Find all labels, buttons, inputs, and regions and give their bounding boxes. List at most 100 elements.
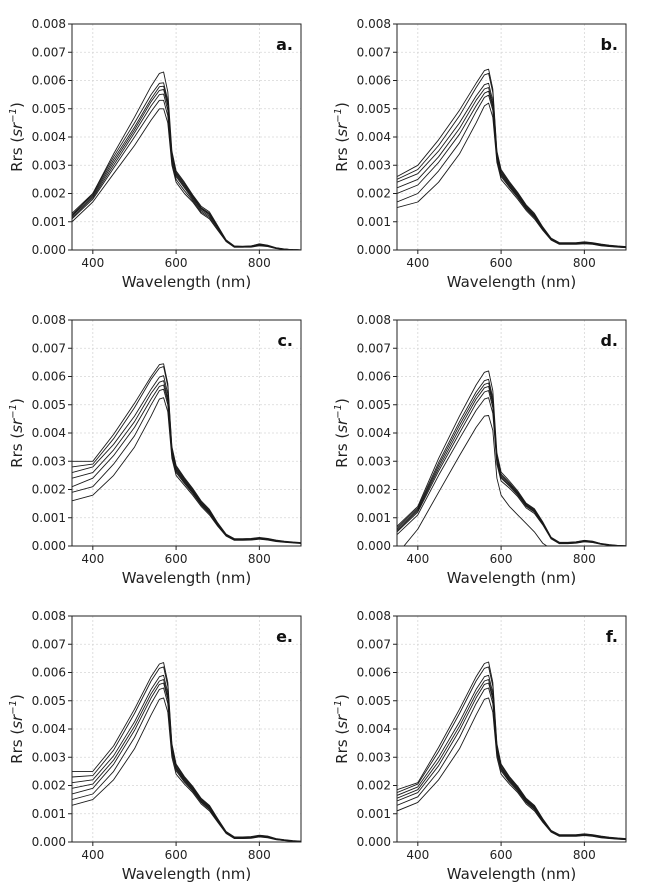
y-axis-title-exponent: −1 [333,700,344,715]
y-tick-label: 0.006 [357,74,391,88]
plot-frame [396,615,627,843]
y-axis-title-main: Rrs [333,443,351,468]
y-axis-title-paren-close: ) [333,694,351,700]
series-line-1 [397,697,626,841]
y-tick-label: 0.001 [357,807,391,821]
y-axis-title-paren-open: ( [333,729,351,740]
chart-b-svg: 0.000 0.001 0.002 0.003 0.004 0.005 0.006 0.007… [333,17,627,291]
chart-panel-e: 0.000 0.001 0.002 0.003 0.004 0.005 0.006 0.007… [0,592,325,888]
chart-panel-c: 0.000 0.001 0.002 0.003 0.004 0.005 0.006 0.007… [0,296,325,592]
y-axis-title-unit: sr [333,714,351,729]
y-tick-label: 0.007 [32,45,66,59]
grid [72,319,301,547]
y-axis-title-main: Rrs [333,147,351,172]
y-axis-title-unit: sr [333,122,351,137]
grid [397,615,626,843]
y-axis-title: Rrs (sr−1) [333,398,351,468]
y-axis-title-paren-close: ) [8,102,26,108]
series-line-7 [72,662,301,842]
y-axis-title: Rrs (sr−1) [333,694,351,764]
y-tick-label: 0.001 [32,215,66,229]
x-tick-label: 800 [573,848,596,862]
plot-frame [71,319,302,547]
plot-frame [71,23,302,251]
chart-c-svg: 0.000 0.001 0.002 0.003 0.004 0.005 0.006 0.007… [8,313,302,587]
y-tick-label: 0.004 [32,130,66,144]
y-axis-title-paren-open: ( [333,433,351,444]
y-tick-label: 0.008 [357,609,391,623]
chart-f-svg: 0.000 0.001 0.002 0.003 0.004 0.005 0.006 0.007… [333,609,627,883]
y-tick-label: 0.008 [32,313,66,327]
series-line-5 [72,375,301,544]
x-tick-label: 400 [81,552,104,566]
y-tick-label: 0.005 [357,398,391,412]
series-line-4 [397,385,626,546]
x-tick-label: 600 [165,552,188,566]
y-axis-title: Rrs (sr−1) [8,398,26,468]
y-tick-label: 0.002 [32,187,66,201]
series-line-5 [397,382,626,546]
series-line-3 [397,390,626,546]
y-tick-label: 0.000 [32,243,66,257]
chart-e-svg: 0.000 0.001 0.002 0.003 0.004 0.005 0.006 0.007… [8,609,302,883]
y-tick-label: 0.007 [32,341,66,355]
x-tick-label: 800 [248,256,271,270]
x-tick-label: 600 [165,848,188,862]
y-tick-label: 0.000 [32,539,66,553]
x-axis-title: Wavelength (nm) [122,569,252,587]
y-tick-label: 0.004 [357,722,391,736]
grid [397,23,626,251]
y-tick-label: 0.008 [357,17,391,31]
series-line-3 [397,90,626,248]
panel-label: d. [600,331,618,350]
y-tick-label: 0.001 [32,807,66,821]
series-line-6 [397,666,626,840]
series-line-7 [397,68,626,248]
series-line-5 [397,674,626,840]
y-tick-label: 0.000 [32,835,66,849]
y-tick-label: 0.000 [357,243,391,257]
series-line-2 [397,397,626,546]
y-tick-label: 0.006 [32,666,66,680]
y-tick-label: 0.003 [32,158,66,172]
series-group [397,370,626,546]
y-tick-label: 0.002 [357,779,391,793]
y-tick-label: 0.005 [357,102,391,116]
y-axis-title-exponent: −1 [333,404,344,419]
chart-panel-a: 0.000 0.001 0.002 0.003 0.004 0.005 0.006 0.007… [0,0,325,296]
series-line-6 [397,72,626,248]
y-tick-label: 0.008 [32,17,66,31]
chart-a-svg: 0.000 0.001 0.002 0.003 0.004 0.005 0.006 0.007… [8,17,302,291]
y-axis-title-unit: sr [8,122,26,137]
series-line-7 [397,370,626,546]
series-line-2 [72,388,301,544]
y-axis-title-main: Rrs [8,443,26,468]
y-axis-title-main: Rrs [8,739,26,764]
y-axis-title-main: Rrs [333,739,351,764]
series-line-7 [397,661,626,840]
y-tick-label: 0.005 [32,694,66,708]
y-tick-label: 0.004 [357,130,391,144]
y-tick-label: 0.005 [32,398,66,412]
x-tick-label: 600 [490,552,513,566]
y-tick-label: 0.004 [32,722,66,736]
y-axis-title-unit: sr [8,418,26,433]
y-tick-label: 0.007 [357,45,391,59]
grid [72,615,301,843]
y-tick-label: 0.003 [357,158,391,172]
x-tick-label: 400 [81,848,104,862]
y-tick-label: 0.004 [32,426,66,440]
series-line-6 [72,366,301,544]
chart-panel-f: 0.000 0.001 0.002 0.003 0.004 0.005 0.006 0.007… [325,592,650,888]
series-line-1 [72,697,301,842]
series-line-3 [397,682,626,840]
y-axis-title-main: Rrs [8,147,26,172]
y-axis-title-paren-open: ( [333,137,351,148]
y-tick-label: 0.006 [357,666,391,680]
series-line-6 [72,82,301,250]
x-tick-label: 800 [573,552,596,566]
y-tick-label: 0.003 [357,750,391,764]
series-line-1 [72,397,301,544]
y-tick-label: 0.001 [357,215,391,229]
